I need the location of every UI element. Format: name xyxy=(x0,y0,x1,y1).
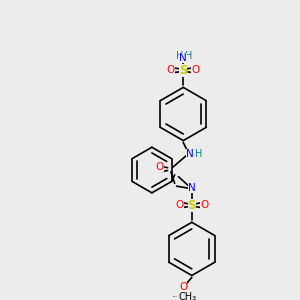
Text: O: O xyxy=(175,200,184,210)
Text: N: N xyxy=(188,183,196,193)
Text: O: O xyxy=(167,65,175,75)
Text: CH₃: CH₃ xyxy=(179,292,197,300)
Text: O: O xyxy=(179,282,188,292)
Text: O: O xyxy=(155,162,164,172)
Text: H: H xyxy=(185,51,193,61)
Text: N: N xyxy=(186,149,194,159)
Text: O: O xyxy=(191,65,200,75)
Text: N: N xyxy=(179,53,187,63)
Text: S: S xyxy=(179,64,188,77)
Text: S: S xyxy=(188,199,196,212)
Text: H: H xyxy=(176,51,183,61)
Text: methyl: methyl xyxy=(173,296,178,297)
Text: H: H xyxy=(195,149,202,159)
Text: O: O xyxy=(200,200,208,210)
